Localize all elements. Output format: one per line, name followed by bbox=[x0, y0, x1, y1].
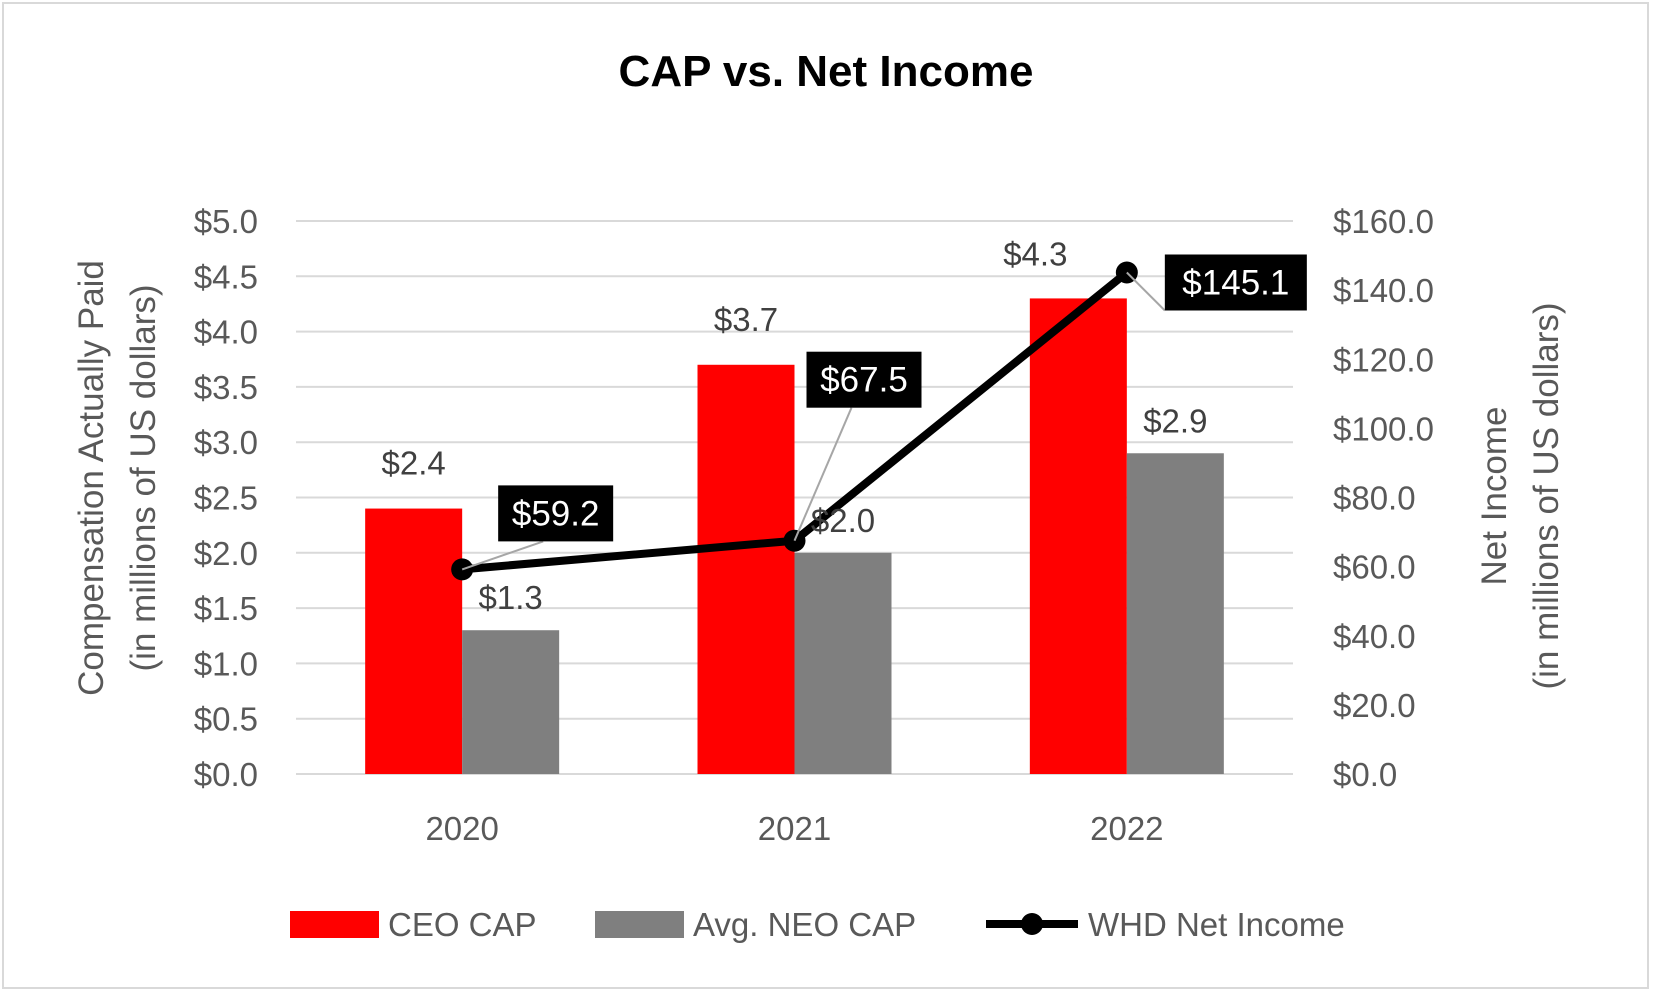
callout-box bbox=[498, 485, 614, 542]
right-axis-title-line2: (in millions of US dollars) bbox=[1527, 302, 1566, 689]
legend-swatch-ceo-cap bbox=[290, 911, 379, 938]
right-tick-label: $20.0 bbox=[1333, 687, 1416, 724]
data-label-ceo-cap: $2.4 bbox=[382, 445, 446, 482]
bars bbox=[365, 298, 1224, 774]
callout-box bbox=[1164, 254, 1307, 311]
data-label-neo-cap: $2.0 bbox=[811, 502, 875, 539]
right-tick-label: $140.0 bbox=[1333, 272, 1434, 309]
right-tick-label: $160.0 bbox=[1333, 203, 1434, 240]
bar-ceo-cap bbox=[1029, 298, 1127, 774]
legend-swatch-neo-cap bbox=[595, 911, 684, 938]
left-axis-title: Compensation Actually Paid (in millions … bbox=[72, 260, 163, 696]
x-tick-label: 2022 bbox=[1090, 810, 1163, 847]
left-tick-label: $1.5 bbox=[194, 590, 258, 627]
right-tick-label: $120.0 bbox=[1333, 341, 1434, 378]
legend: CEO CAP Avg. NEO CAP WHD Net Income bbox=[290, 906, 1345, 943]
left-tick-label: $2.5 bbox=[194, 480, 258, 517]
bar-ceo-cap bbox=[697, 364, 795, 774]
callout-leader bbox=[461, 540, 544, 571]
callout-leader bbox=[1126, 271, 1166, 312]
legend-marker-net-income bbox=[1021, 913, 1043, 935]
bar-ceo-cap bbox=[365, 508, 463, 774]
data-label-net-income: $59.2 bbox=[512, 494, 600, 533]
left-tick-label: $0.5 bbox=[194, 701, 258, 738]
right-tick-label: $0.0 bbox=[1333, 756, 1397, 793]
left-tick-label: $1.0 bbox=[194, 645, 258, 682]
left-tick-label: $5.0 bbox=[194, 203, 258, 240]
x-tick-label: 2020 bbox=[425, 810, 498, 847]
data-labels: $2.4 $3.7 $4.3 $1.3 $2.0 $2.9 $59.2 $67.5 $145.1 bbox=[382, 235, 1307, 616]
left-tick-label: $2.0 bbox=[194, 535, 258, 572]
right-axis-ticks: $0.0 $20.0 $40.0 $60.0 $80.0 $100.0 $120.0 $140… bbox=[1333, 203, 1434, 793]
left-axis-ticks: $0.0 $0.5 $1.0 $1.5 $2.0 $2.5 $3.0 $3.5 $4.0 $4.5… bbox=[194, 203, 258, 793]
legend-label-net-income: WHD Net Income bbox=[1088, 906, 1345, 943]
data-label-neo-cap: $1.3 bbox=[479, 579, 543, 616]
left-tick-label: $4.0 bbox=[194, 314, 258, 351]
callout-leader bbox=[793, 407, 853, 542]
x-tick-label: 2021 bbox=[758, 810, 831, 847]
right-tick-label: $100.0 bbox=[1333, 410, 1434, 447]
chart-title: CAP vs. Net Income bbox=[619, 47, 1034, 96]
bar-neo-cap bbox=[1126, 453, 1224, 774]
left-tick-label: $4.5 bbox=[194, 258, 258, 295]
x-axis-ticks: 2020 2021 2022 bbox=[425, 810, 1163, 847]
right-tick-label: $80.0 bbox=[1333, 480, 1416, 517]
data-label-ceo-cap: $4.3 bbox=[1003, 235, 1067, 272]
left-tick-label: $0.0 bbox=[194, 756, 258, 793]
right-axis-title: Net Income (in millions of US dollars) bbox=[1475, 302, 1566, 689]
callout-box bbox=[806, 351, 922, 408]
left-axis-title-line1: Compensation Actually Paid bbox=[72, 260, 111, 696]
data-label-ceo-cap: $3.7 bbox=[714, 301, 778, 338]
legend-label-neo-cap: Avg. NEO CAP bbox=[693, 906, 916, 943]
data-label-net-income: $67.5 bbox=[820, 361, 908, 400]
right-tick-label: $60.0 bbox=[1333, 549, 1416, 586]
left-tick-label: $3.0 bbox=[194, 424, 258, 461]
data-label-neo-cap: $2.9 bbox=[1143, 402, 1207, 439]
bar-neo-cap bbox=[794, 552, 892, 774]
bar-neo-cap bbox=[462, 630, 560, 774]
right-axis-title-line1: Net Income bbox=[1475, 407, 1514, 586]
left-axis-title-line2: (in millions of US dollars) bbox=[124, 284, 163, 671]
data-label-net-income: $145.1 bbox=[1182, 263, 1289, 302]
legend-label-ceo-cap: CEO CAP bbox=[388, 906, 537, 943]
left-tick-label: $3.5 bbox=[194, 369, 258, 406]
right-tick-label: $40.0 bbox=[1333, 618, 1416, 655]
